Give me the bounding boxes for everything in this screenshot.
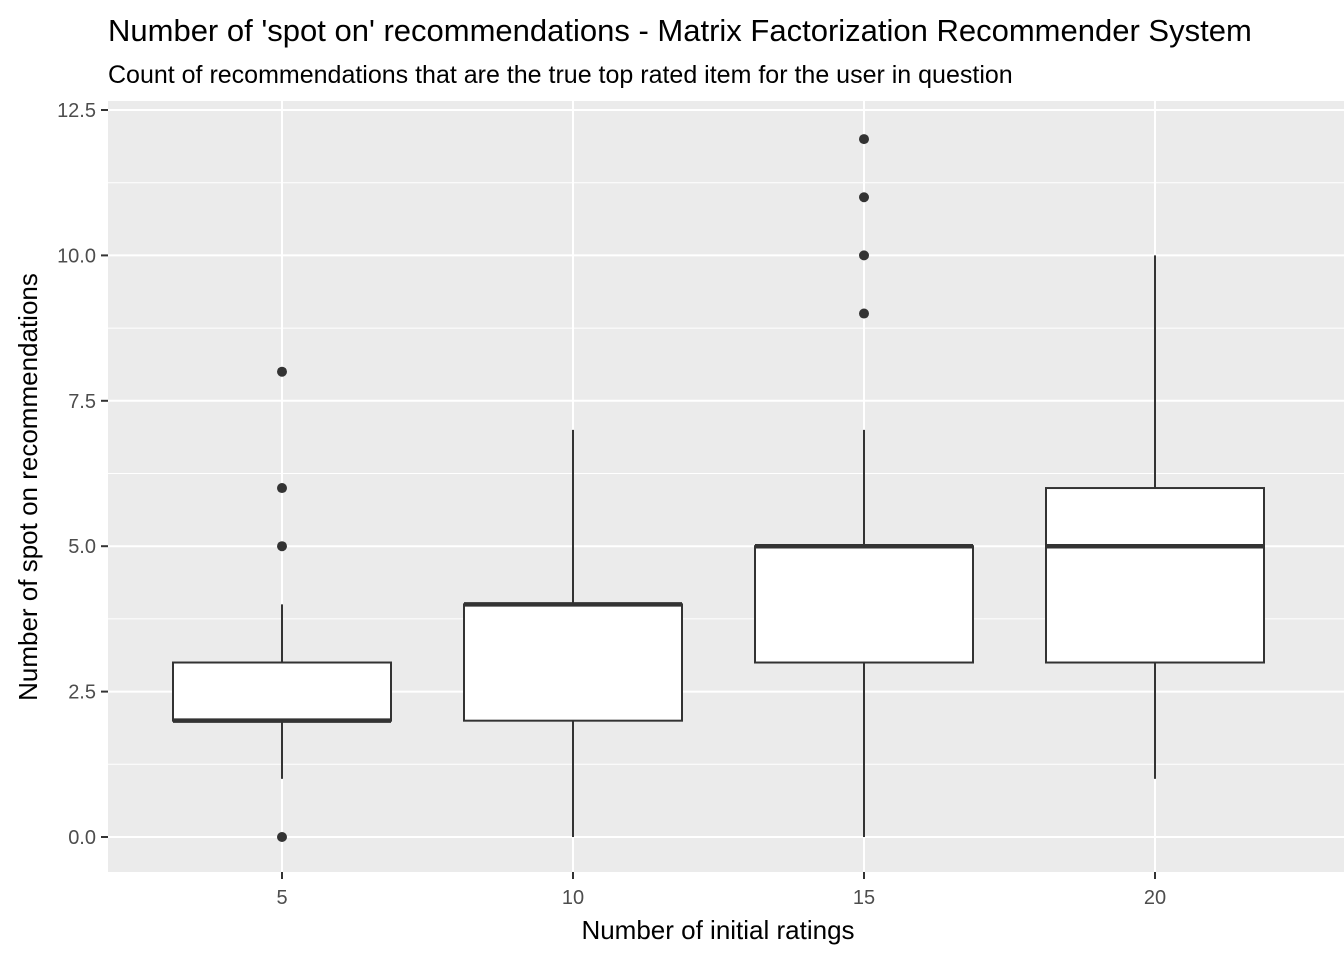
boxes-layer [172, 134, 1265, 842]
outlier-point [859, 192, 869, 203]
y-tick-label: 10.0 [57, 245, 96, 267]
outlier-point [277, 832, 287, 842]
y-axis-title: Number of spot on recommendations [13, 273, 43, 701]
outlier-point [859, 308, 869, 319]
plot-panel [108, 101, 1344, 872]
outlier-point [277, 483, 287, 494]
outlier-point [277, 541, 287, 552]
y-tick-label: 12.5 [57, 100, 96, 122]
box-body [172, 661, 392, 722]
box-15 [754, 134, 974, 837]
x-tick-label: 10 [562, 887, 584, 909]
y-tick-label: 2.5 [68, 682, 96, 704]
outlier-point [277, 366, 287, 377]
chart-title: Number of 'spot on' recommendations - Ma… [108, 13, 1252, 48]
chart-subtitle: Count of recommendations that are the tr… [108, 61, 1013, 89]
x-axis-title: Number of initial ratings [581, 915, 854, 945]
y-tick-label: 0.0 [68, 827, 96, 849]
y-tick-label: 5.0 [68, 536, 96, 558]
x-axis: 5 10 15 20 [276, 872, 1166, 909]
x-tick-label: 15 [853, 887, 875, 909]
box-5 [172, 366, 392, 842]
outlier-point [859, 134, 869, 145]
x-tick-label: 20 [1144, 887, 1166, 909]
outlier-point [859, 250, 869, 261]
box-20 [1045, 255, 1265, 779]
y-tick-label: 7.5 [68, 391, 96, 413]
box-body [754, 545, 974, 664]
box-10 [463, 429, 683, 837]
y-axis: 0.0 2.5 5.0 7.5 10.0 12.5 [57, 100, 108, 849]
box-body [1045, 487, 1265, 664]
box-body [463, 603, 683, 722]
x-tick-label: 5 [276, 887, 287, 909]
